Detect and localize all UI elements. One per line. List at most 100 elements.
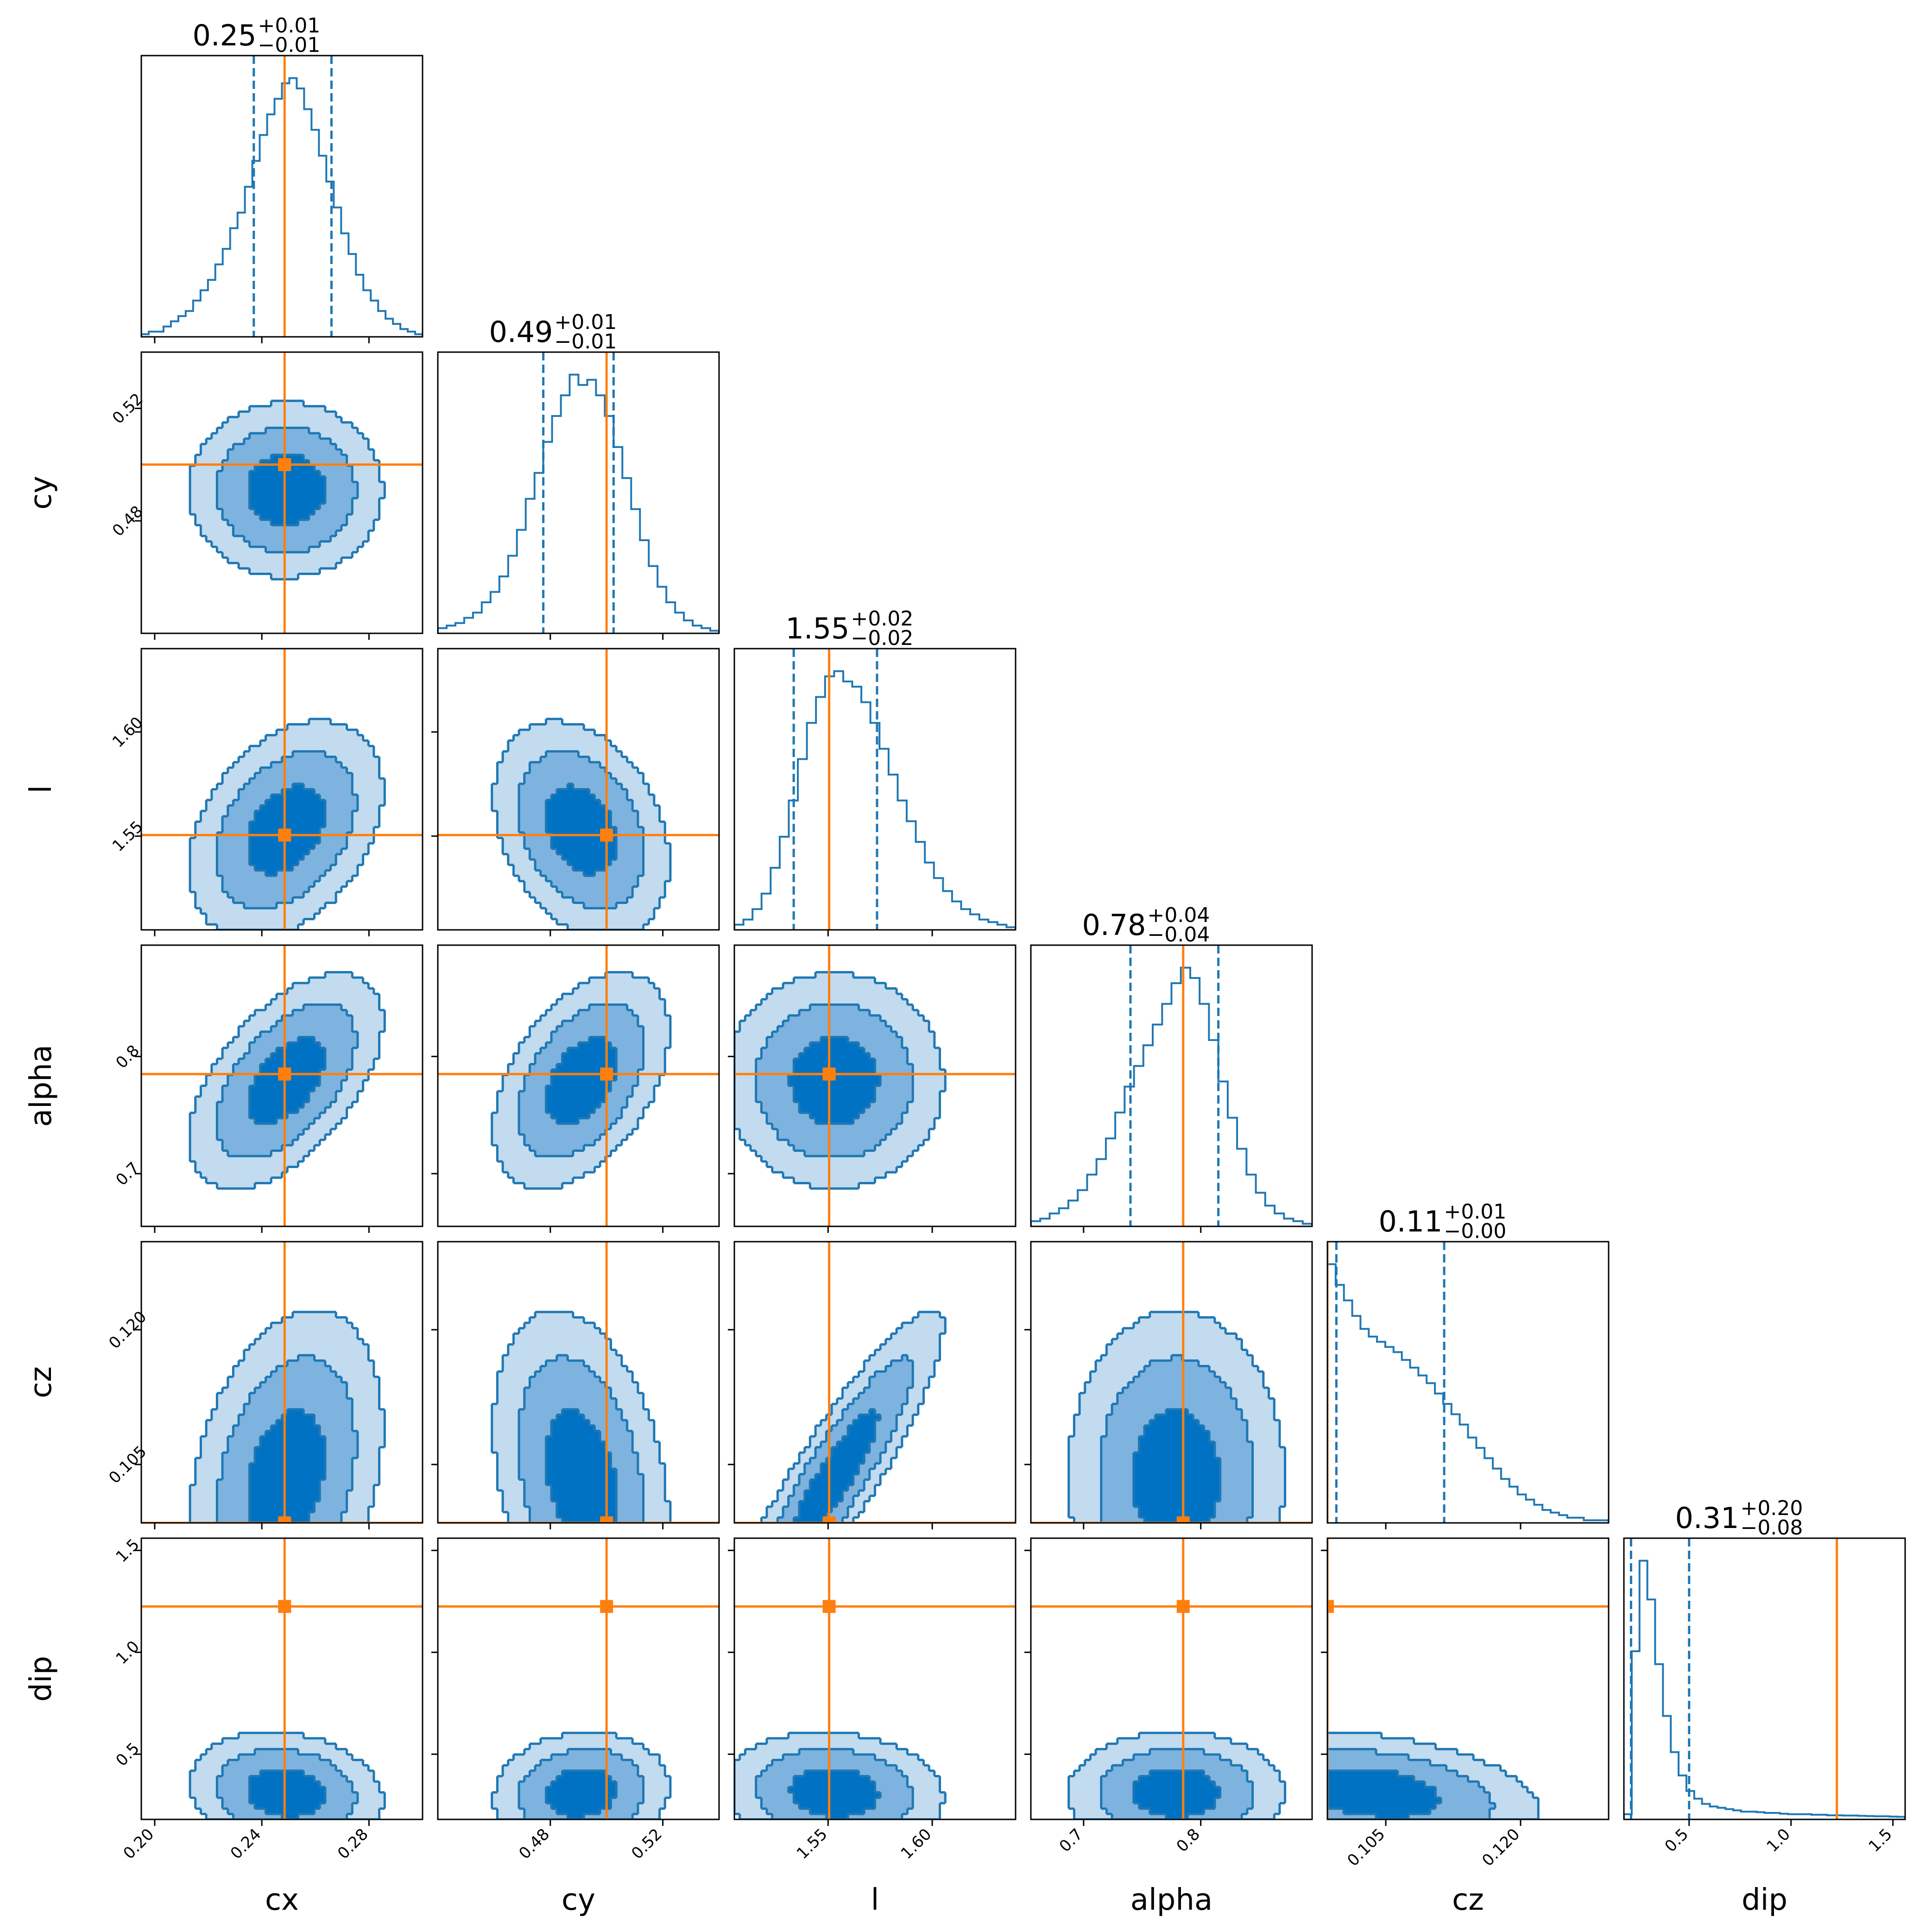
contour-level-3 xyxy=(1133,1409,1221,1523)
contour-level-3 xyxy=(546,1770,617,1819)
panel-title-plus: +0.20 xyxy=(1741,1496,1803,1520)
histogram-panel-cy xyxy=(438,352,719,633)
panel-frame xyxy=(140,1241,423,1524)
contour-level-3 xyxy=(546,783,617,876)
y-tick-label: 1.0 xyxy=(112,1637,143,1668)
panel-frame xyxy=(733,1241,1017,1524)
contour-line-2 xyxy=(1100,1354,1254,1523)
panel-title-minus: −0.01 xyxy=(555,330,617,354)
panel-frame xyxy=(140,648,423,931)
contour-panel-dip-vs-l xyxy=(734,1538,1016,1819)
truth-marker xyxy=(600,1067,613,1081)
y-tick-label: 0.105 xyxy=(105,1442,150,1487)
contour-line-1 xyxy=(189,1311,386,1523)
panel-frame xyxy=(140,944,423,1227)
histogram-panel-dip xyxy=(1624,1538,1905,1819)
panel-title-minus: −0.08 xyxy=(1741,1516,1803,1540)
truth-marker xyxy=(1176,1516,1190,1523)
panel-frame xyxy=(140,55,423,338)
panel-frame xyxy=(437,648,720,931)
panel-title-median: 0.49 xyxy=(489,315,553,349)
contour-panel-l-vs-cy xyxy=(438,649,719,930)
y-tick-label: 0.7 xyxy=(112,1159,143,1190)
contour-level-3 xyxy=(1327,1770,1441,1819)
panel-frame xyxy=(437,1537,720,1820)
contour-panel-cz-vs-l xyxy=(734,1242,1016,1523)
histogram-panel-l xyxy=(734,649,1016,930)
x-tick-label: 0.20 xyxy=(120,1825,158,1863)
contour-line-2 xyxy=(215,1354,359,1523)
x-tick-label: 1.5 xyxy=(1865,1825,1896,1856)
truth-marker xyxy=(278,1067,291,1081)
contour-line-3 xyxy=(1132,1408,1222,1523)
contour-line-1 xyxy=(491,1311,672,1523)
contour-line-1 xyxy=(734,971,947,1190)
contour-panel-dip-vs-cy xyxy=(438,1538,719,1819)
truth-marker xyxy=(278,828,291,842)
panel-frame xyxy=(1326,1537,1610,1820)
x-axis-label-alpha: alpha xyxy=(1130,1883,1212,1917)
contour-line-2 xyxy=(755,1748,914,1819)
panel-frame xyxy=(1326,1241,1610,1524)
y-axis-label-dip: dip xyxy=(24,1656,58,1702)
panel-frame xyxy=(733,1537,1017,1820)
x-tick-label: 0.28 xyxy=(334,1825,372,1863)
histogram-steps xyxy=(1031,966,1312,1226)
contour-line-1 xyxy=(760,1311,947,1523)
contour-line-3 xyxy=(248,1408,327,1523)
contour-line-1 xyxy=(491,1731,672,1819)
contour-line-2 xyxy=(215,426,359,554)
panel-frame xyxy=(1623,1537,1906,1820)
contour-line-3 xyxy=(787,1035,882,1125)
panel-title-plus: +0.04 xyxy=(1148,903,1210,927)
x-axis-label-cy: cy xyxy=(562,1883,595,1917)
truth-marker xyxy=(600,1516,613,1523)
contour-line-3 xyxy=(248,454,327,526)
contour-line-2 xyxy=(215,1003,359,1157)
histogram-steps xyxy=(734,670,1016,930)
contour-line-3 xyxy=(792,1408,882,1523)
contour-line-1 xyxy=(189,718,386,930)
panel-frame xyxy=(1030,1537,1313,1820)
truth-marker xyxy=(278,1600,291,1613)
y-tick-label: 1.5 xyxy=(112,1535,143,1566)
contour-line-2 xyxy=(1327,1748,1496,1819)
truth-marker xyxy=(822,1516,836,1523)
contour-panel-alpha-vs-cy xyxy=(438,945,719,1226)
contour-level-3 xyxy=(249,1409,326,1523)
contour-line-2 xyxy=(518,750,645,909)
contour-line-1 xyxy=(1327,1731,1540,1819)
x-tick-label: 0.7 xyxy=(1056,1825,1087,1856)
x-tick-label: 1.60 xyxy=(897,1825,935,1863)
panel-frame xyxy=(1030,1241,1313,1524)
panel-title-plus: +0.01 xyxy=(258,14,321,38)
panel-frame xyxy=(140,1537,423,1820)
y-axis-label-cz: cz xyxy=(24,1366,58,1398)
contour-line-2 xyxy=(518,1748,645,1819)
contour-level-3 xyxy=(788,1770,881,1819)
contour-panel-cz-vs-cx xyxy=(141,1242,423,1523)
truth-marker xyxy=(278,1516,291,1523)
contour-line-1 xyxy=(189,971,386,1190)
x-axis-label-dip: dip xyxy=(1742,1883,1787,1917)
contour-panel-cy-vs-cx xyxy=(141,352,423,633)
histogram-steps xyxy=(1327,1263,1609,1523)
truth-marker xyxy=(600,1600,613,1613)
y-tick-label: 0.5 xyxy=(112,1739,143,1770)
y-tick-label: 0.8 xyxy=(112,1042,143,1073)
panel-title-median: 0.11 xyxy=(1378,1205,1442,1238)
contour-line-2 xyxy=(215,750,359,909)
histogram-steps xyxy=(141,77,423,337)
x-tick-label: 0.48 xyxy=(515,1825,553,1863)
contour-line-2 xyxy=(215,1748,359,1819)
x-tick-label: 0.5 xyxy=(1661,1825,1692,1856)
panel-frame xyxy=(733,944,1017,1227)
contour-line-2 xyxy=(1100,1748,1254,1819)
contour-level-3 xyxy=(1133,1770,1221,1819)
x-tick-label: 0.24 xyxy=(227,1825,265,1863)
x-axis-label-cx: cx xyxy=(265,1883,299,1917)
contour-line-3 xyxy=(545,1769,618,1819)
contour-level-3 xyxy=(249,1770,326,1819)
contour-line-3 xyxy=(1132,1769,1222,1819)
